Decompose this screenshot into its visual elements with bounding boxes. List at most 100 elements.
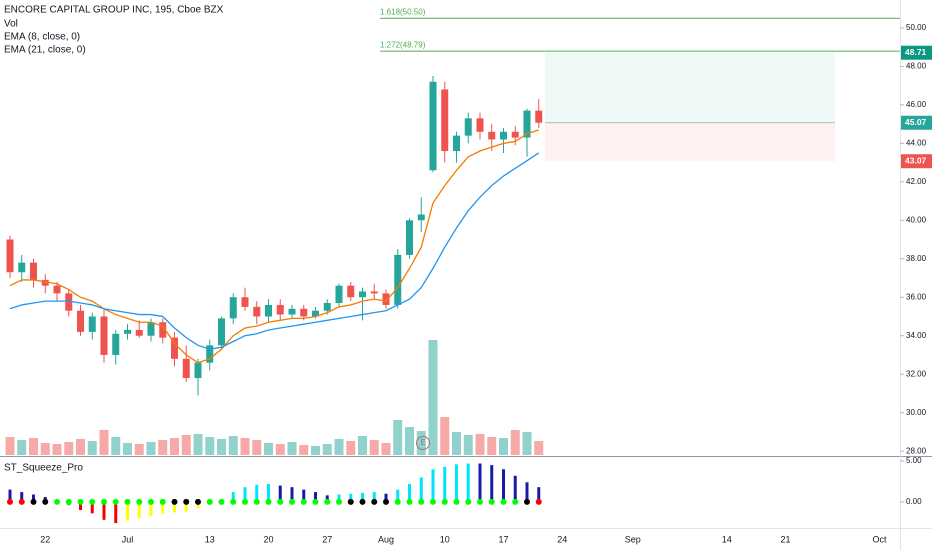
target-zone <box>545 52 835 123</box>
candle-body <box>476 118 484 132</box>
candle-body <box>171 337 178 359</box>
ema-line <box>9 152 540 350</box>
squeeze-bar <box>231 492 235 502</box>
squeeze-bar <box>384 493 388 502</box>
squeeze-dot <box>465 498 472 505</box>
squeeze-dot <box>324 498 331 505</box>
squeeze-dot <box>289 498 295 505</box>
volume-bar <box>510 430 520 455</box>
squeeze-dot <box>488 498 495 505</box>
squeeze-bar <box>513 475 517 502</box>
squeeze-bar <box>502 469 505 502</box>
x-tick-label: 20 <box>263 534 273 544</box>
squeeze-dot <box>277 498 284 505</box>
y-tick-label: 46.00 <box>906 100 927 109</box>
squeeze-dot <box>300 498 307 505</box>
volume-bar <box>228 436 238 455</box>
price-tag-label: 45.07 <box>905 117 927 127</box>
candle-body <box>429 81 437 171</box>
volume-bar <box>240 438 250 455</box>
squeeze-dot <box>54 498 60 505</box>
candle-body <box>124 329 131 334</box>
volume-bar <box>334 439 344 455</box>
candle-body <box>406 220 413 255</box>
volume-bar <box>463 435 473 455</box>
price-tag <box>901 154 932 169</box>
x-tick-label: 17 <box>498 534 508 544</box>
candle-body <box>265 304 272 317</box>
y-tick-label: 48.00 <box>906 61 927 70</box>
volume-bar <box>123 443 132 455</box>
squeeze-dot <box>477 498 483 505</box>
squeeze-dot <box>195 498 201 505</box>
squeeze-dot <box>112 498 119 505</box>
volume-bar <box>181 435 191 455</box>
squeeze-bar <box>102 501 106 520</box>
volume-bar <box>111 437 121 455</box>
squeeze-dot <box>430 498 436 505</box>
squeeze-dot <box>359 498 366 505</box>
squeeze-bar <box>161 501 165 514</box>
candle-body <box>30 262 37 280</box>
legend-ema[interactable]: EMA (8, close, 0) <box>4 32 80 43</box>
squeeze-dot <box>230 498 237 505</box>
candle-body <box>53 285 61 294</box>
squeeze-bar <box>278 485 282 502</box>
squeeze-dot <box>159 498 166 505</box>
x-tick-label: 22 <box>40 534 50 544</box>
indicator-title[interactable]: ST_Squeeze_Pro <box>4 463 83 474</box>
squeeze-bar <box>537 487 541 502</box>
squeeze-bar <box>525 482 529 502</box>
candle-body <box>182 358 190 379</box>
squeeze-dot <box>77 498 84 505</box>
candle-body <box>229 297 237 319</box>
squeeze-dot <box>265 498 272 505</box>
squeeze-bar <box>290 487 294 502</box>
volume-bar <box>87 441 97 455</box>
volume-bar <box>534 441 544 455</box>
candle-body <box>147 322 155 336</box>
y-tick-label: 44.00 <box>906 138 927 147</box>
squeeze-dot <box>206 498 213 505</box>
squeeze-bar <box>396 489 400 502</box>
squeeze-dot <box>535 498 542 505</box>
stop-zone <box>545 122 835 162</box>
volume-bar <box>405 427 414 455</box>
volume-bar <box>346 441 356 455</box>
volume-bar <box>369 440 379 455</box>
y-tick-label: 30.00 <box>906 408 927 417</box>
legend-ema[interactable]: EMA (21, close, 0) <box>4 45 86 56</box>
candle-body <box>18 262 26 273</box>
candle-body <box>535 110 543 123</box>
candle-body <box>159 322 167 338</box>
volume-bar <box>440 417 450 455</box>
squeeze-dot <box>101 498 107 505</box>
volume-bar <box>452 432 461 455</box>
y-tick-label: 28.00 <box>906 446 927 455</box>
price-tag-label: 43.07 <box>905 155 927 165</box>
squeeze-bar <box>184 501 188 512</box>
legend-volume[interactable]: Vol <box>4 19 18 30</box>
squeeze-bar <box>314 492 317 502</box>
candle-body <box>488 131 496 140</box>
squeeze-dot <box>171 498 178 505</box>
squeeze-dot <box>148 498 154 505</box>
squeeze-dot <box>524 498 530 505</box>
y-tick-label: 40.00 <box>906 215 927 224</box>
candle-body <box>77 310 84 332</box>
x-tick-label: Aug <box>378 534 394 544</box>
candle-body <box>88 316 96 332</box>
candle-body <box>65 293 73 311</box>
squeeze-bar <box>419 477 423 502</box>
volume-bar <box>64 442 74 455</box>
y-tick-label: 38.00 <box>906 254 927 263</box>
volume-bar <box>193 434 203 455</box>
squeeze-dot <box>336 498 342 505</box>
fib-label: 1.618(50.50) <box>380 7 426 16</box>
volume-bar <box>99 430 109 455</box>
volume-bar <box>522 432 532 455</box>
squeeze-bar <box>90 501 94 514</box>
y-tick-label: 34.00 <box>906 331 927 340</box>
volume-bar <box>275 444 285 455</box>
squeeze-bar <box>361 492 364 502</box>
